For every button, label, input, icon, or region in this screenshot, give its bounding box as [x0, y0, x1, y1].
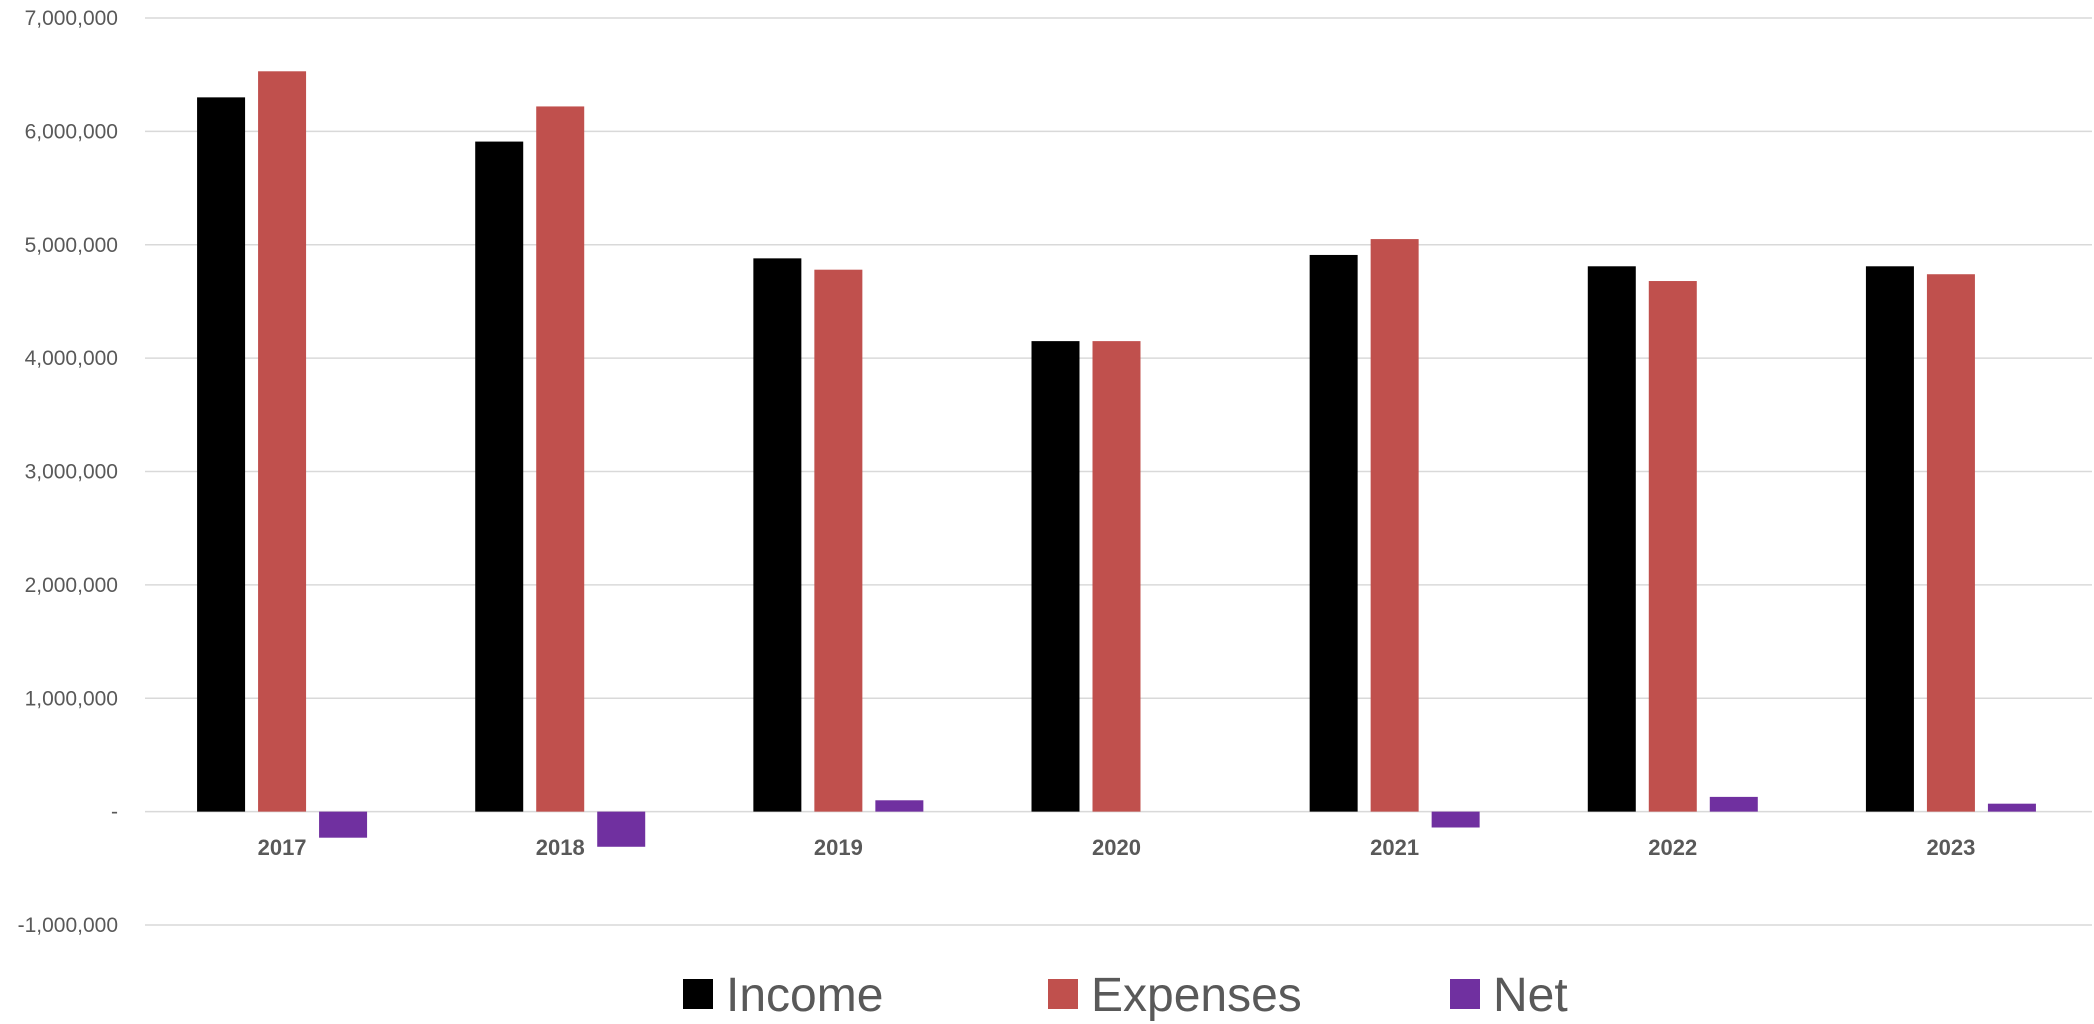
x-category-label: 2022 [1648, 835, 1697, 860]
bar-income-2020 [1031, 341, 1080, 812]
y-tick-label: 3,000,000 [25, 461, 118, 484]
bar-net-2017 [319, 811, 368, 838]
bar-income-2018 [475, 141, 524, 812]
bar-net-2019 [875, 800, 924, 812]
legend-swatch-expenses [1048, 979, 1078, 1009]
y-tick-label: 1,000,000 [25, 687, 118, 710]
bar-income-2019 [753, 258, 802, 812]
bar-expenses-2018 [536, 106, 585, 812]
y-tick-label: 4,000,000 [25, 347, 118, 370]
legend-label-net: Net [1493, 969, 1568, 1022]
x-category-label: 2017 [258, 835, 307, 860]
x-category-label: 2019 [814, 835, 863, 860]
bar-expenses-2019 [814, 269, 863, 812]
bar-net-2018 [597, 811, 646, 847]
bar-income-2017 [197, 97, 246, 812]
legend-label-income: Income [726, 969, 883, 1022]
legend: Income Expenses Net [683, 969, 1568, 1022]
y-axis-tick-labels: 7,000,000 6,000,000 5,000,000 4,000,000 3,00… [18, 7, 118, 937]
bar-net-2021 [1431, 811, 1480, 828]
bar-income-2021 [1309, 254, 1358, 812]
y-tick-label: - [111, 801, 118, 824]
legend-label-expenses: Expenses [1091, 969, 1302, 1022]
legend-swatch-income [683, 979, 713, 1009]
bar-net-2022 [1709, 796, 1758, 812]
bar-expenses-2017 [258, 71, 307, 812]
bars [197, 71, 2036, 847]
x-category-label: 2023 [1926, 835, 1975, 860]
bar-expenses-2020 [1092, 341, 1141, 812]
x-category-label: 2020 [1092, 835, 1141, 860]
y-tick-label: 5,000,000 [25, 234, 118, 257]
y-tick-label: -1,000,000 [18, 914, 118, 937]
legend-swatch-net [1450, 979, 1480, 1009]
bar-expenses-2021 [1370, 239, 1419, 812]
y-tick-label: 6,000,000 [25, 120, 118, 143]
x-category-label: 2021 [1370, 835, 1419, 860]
bar-income-2022 [1587, 266, 1636, 812]
bar-net-2023 [1987, 803, 2036, 812]
x-category-label: 2018 [536, 835, 585, 860]
bar-income-2023 [1865, 266, 1914, 812]
x-axis-category-labels: 2017 2018 2019 2020 2021 2022 2023 [258, 835, 1976, 860]
y-tick-label: 2,000,000 [25, 574, 118, 597]
y-tick-label: 7,000,000 [25, 7, 118, 30]
bar-expenses-2023 [1926, 274, 1975, 812]
bar-expenses-2022 [1648, 281, 1697, 812]
